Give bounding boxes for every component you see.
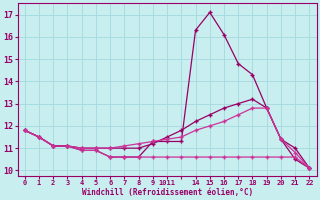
- X-axis label: Windchill (Refroidissement éolien,°C): Windchill (Refroidissement éolien,°C): [82, 188, 253, 197]
